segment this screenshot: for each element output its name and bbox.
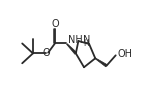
Text: N: N <box>83 35 90 45</box>
Text: NH: NH <box>68 35 83 45</box>
Text: H: H <box>84 39 89 48</box>
Text: OH: OH <box>118 49 133 59</box>
Polygon shape <box>95 58 107 67</box>
Text: O: O <box>51 19 59 29</box>
Text: O: O <box>42 48 50 58</box>
Polygon shape <box>67 44 77 54</box>
